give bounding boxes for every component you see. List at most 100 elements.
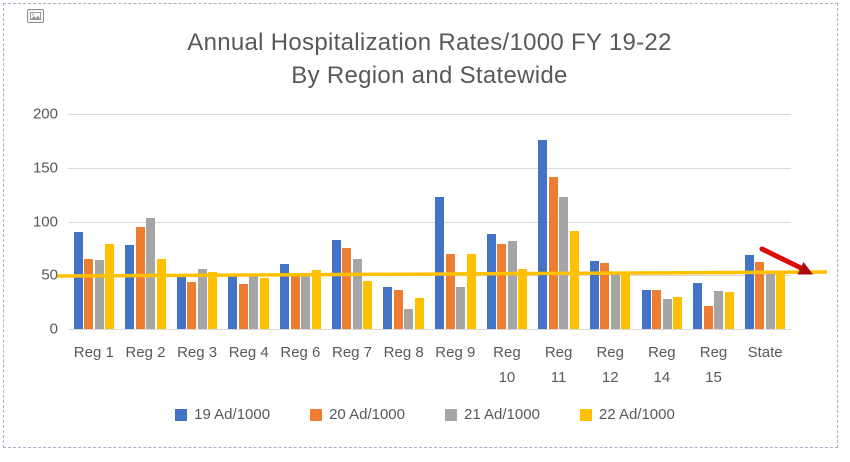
- y-axis: 0 50 100 150 200: [0, 106, 58, 338]
- bar-22-ad-1000-reg-3: [208, 272, 218, 329]
- bar-22-ad-1000-reg-2: [156, 259, 166, 329]
- bar-group-reg-3: [171, 114, 223, 329]
- x-label-line: Reg: [699, 344, 728, 361]
- bar-21-ad-1000-reg-8: [404, 309, 414, 329]
- gridline-150: [68, 167, 791, 169]
- bar-21-ad-1000-reg-9: [456, 287, 466, 329]
- bar-22-ad-1000-reg-10: [518, 269, 528, 329]
- x-label-line: Reg: [648, 344, 676, 361]
- x-label-line: Reg 3: [177, 344, 218, 361]
- bar-21-ad-1000-reg-14: [662, 299, 672, 329]
- bar-21-ad-1000-reg-11: [559, 197, 569, 329]
- bar-22-ad-1000-reg-8: [414, 298, 424, 329]
- x-label-reg-6: Reg 6: [275, 340, 327, 390]
- bar-19-ad-1000-reg-7: [331, 240, 341, 329]
- y-tick-label-50: 50: [41, 266, 58, 284]
- red-arrow-head: [797, 262, 813, 275]
- bar-group-reg-1: [68, 114, 120, 329]
- bar-20-ad-1000-reg-9: [445, 254, 455, 329]
- bar-22-ad-1000-reg-7: [363, 281, 373, 329]
- bar-19-ad-1000-reg-15: [693, 283, 703, 329]
- bar-20-ad-1000-reg-7: [342, 248, 352, 329]
- y-tick-label-200: 200: [32, 105, 58, 123]
- bar-21-ad-1000-reg-3: [197, 269, 207, 329]
- x-label-line: 11: [550, 369, 567, 386]
- x-label-reg-9: Reg 9: [429, 340, 481, 390]
- bar-21-ad-1000-reg-1: [94, 260, 104, 329]
- bar-20-ad-1000-reg-3: [187, 282, 197, 329]
- bar-group-state: [739, 114, 791, 329]
- bar-22-ad-1000-reg-11: [569, 231, 579, 329]
- bar-19-ad-1000-reg-1: [73, 232, 83, 329]
- legend-item-19-ad-1000: 19 Ad/1000: [175, 406, 270, 423]
- x-label-line: 10: [498, 369, 516, 386]
- legend-label: 20 Ad/1000: [329, 406, 405, 423]
- bar-group-reg-10: [481, 114, 533, 329]
- bar-22-ad-1000-reg-4: [259, 278, 269, 329]
- x-label-reg-8: Reg 8: [378, 340, 430, 390]
- x-label-line: 15: [705, 369, 722, 386]
- x-label-reg-11: Reg 11: [533, 340, 585, 390]
- bar-22-ad-1000-reg-12: [621, 273, 631, 329]
- bar-group-reg-4: [223, 114, 275, 329]
- x-label-line: Reg 8: [383, 344, 424, 361]
- legend-item-21-ad-1000: 21 Ad/1000: [445, 406, 540, 423]
- x-label-line: Reg: [493, 344, 521, 361]
- x-label-line: Reg 4: [228, 344, 269, 361]
- bar-22-ad-1000-reg-9: [466, 254, 476, 329]
- legend: 19 Ad/1000 20 Ad/1000 21 Ad/1000 22 Ad/1000: [0, 406, 850, 423]
- x-label-reg-2: Reg 2: [120, 340, 172, 390]
- x-label-line: Reg 2: [125, 344, 166, 361]
- bar-21-ad-1000-state: [765, 272, 775, 329]
- bar-group-reg-6: [275, 114, 327, 329]
- x-label-reg-12: Reg 12: [584, 340, 636, 390]
- legend-swatch-icon: [445, 408, 457, 421]
- bar-19-ad-1000-reg-3: [176, 277, 186, 329]
- legend-item-20-ad-1000: 20 Ad/1000: [310, 406, 405, 423]
- bar-group-reg-7: [326, 114, 378, 329]
- legend-swatch-icon: [175, 408, 188, 421]
- legend-swatch-icon: [310, 408, 323, 421]
- bar-22-ad-1000-reg-1: [105, 244, 115, 329]
- legend-item-22-ad-1000: 22 Ad/1000: [579, 406, 675, 423]
- bar-19-ad-1000-reg-8: [383, 287, 393, 329]
- x-label-reg-10: Reg 10: [481, 340, 533, 390]
- x-label-reg-3: Reg 3: [171, 340, 223, 390]
- bar-19-ad-1000-reg-4: [228, 276, 238, 329]
- x-label-line: State: [747, 344, 783, 361]
- bar-group-reg-8: [378, 114, 430, 329]
- x-label-line: Reg: [596, 344, 624, 361]
- bar-20-ad-1000-reg-4: [238, 284, 248, 329]
- bar-20-ad-1000-reg-8: [393, 290, 403, 329]
- bar-20-ad-1000-reg-1: [84, 259, 94, 329]
- bar-22-ad-1000-reg-14: [673, 297, 683, 329]
- gridline-200: [68, 114, 791, 115]
- picture-icon-button[interactable]: [27, 9, 44, 23]
- bar-21-ad-1000-reg-7: [352, 259, 362, 329]
- x-label-reg-4: Reg 4: [223, 340, 275, 390]
- legend-label: 21 Ad/1000: [464, 406, 540, 423]
- bar-19-ad-1000-reg-9: [435, 197, 445, 329]
- bar-group-reg-14: [636, 114, 688, 329]
- bar-group-reg-11: [533, 114, 585, 329]
- bar-19-ad-1000-reg-2: [125, 245, 135, 329]
- bar-21-ad-1000-reg-2: [146, 218, 156, 329]
- x-label-reg-14: Reg 14: [636, 340, 688, 390]
- x-label-state: State: [739, 340, 791, 390]
- bar-22-ad-1000-reg-6: [311, 270, 321, 329]
- x-label-line: 14: [653, 369, 671, 386]
- chart-title: Annual Hospitalization Rates/1000 FY 19-…: [68, 26, 791, 92]
- bar-20-ad-1000-state: [755, 262, 765, 329]
- bar-20-ad-1000-reg-14: [652, 290, 662, 329]
- bars-row: [68, 114, 791, 329]
- bar-21-ad-1000-reg-12: [610, 273, 620, 329]
- gridline-100: [68, 221, 791, 223]
- gridline-0: [68, 329, 791, 330]
- chart-title-line1: Annual Hospitalization Rates/1000 FY 19-…: [187, 29, 672, 56]
- chart-title-line2: By Region and Statewide: [291, 62, 568, 89]
- bar-20-ad-1000-reg-2: [135, 227, 145, 329]
- bar-20-ad-1000-reg-12: [600, 263, 610, 329]
- x-axis: Reg 1 Reg 2 Reg 3 Reg 4 Reg 6 Reg 7 Reg 8 Reg 9…: [68, 340, 791, 390]
- x-label-line: Reg 6: [280, 344, 321, 361]
